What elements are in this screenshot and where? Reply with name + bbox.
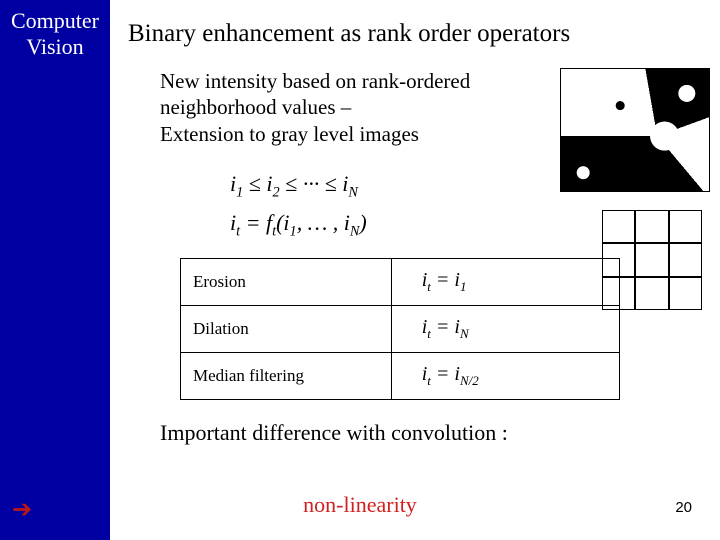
op-label: Median filtering <box>181 353 392 400</box>
sidebar-title-line1: Computer <box>11 8 99 33</box>
sidebar: Computer Vision ➔ <box>0 0 110 540</box>
intro-line3: Extension to gray level images <box>160 122 419 146</box>
binary-image-example <box>560 68 710 192</box>
grid-cell <box>669 243 702 276</box>
table-row: Erosion it = i1 <box>181 259 620 306</box>
grid-cell <box>669 277 702 310</box>
intro-line2: neighborhood values – <box>160 95 351 119</box>
op-label: Erosion <box>181 259 392 306</box>
op-formula: it = iN <box>391 306 619 353</box>
grid-cell <box>669 210 702 243</box>
grid-cell <box>635 277 668 310</box>
main-content: Binary enhancement as rank order operato… <box>110 0 720 540</box>
sidebar-title: Computer Vision <box>0 0 110 61</box>
op-formula: it = iN/2 <box>391 353 619 400</box>
grid-cell <box>602 210 635 243</box>
grid-cell <box>635 243 668 276</box>
slide-title: Binary enhancement as rank order operato… <box>110 0 720 48</box>
footer-text: Important difference with convolution : <box>110 400 720 446</box>
grid-cell <box>602 277 635 310</box>
intro-line1: New intensity based on rank-ordered <box>160 69 470 93</box>
table-row: Median filtering it = iN/2 <box>181 353 620 400</box>
grid-cell <box>602 243 635 276</box>
op-label: Dilation <box>181 306 392 353</box>
sidebar-title-line2: Vision <box>26 34 83 59</box>
neighborhood-grid-icon <box>602 210 702 310</box>
table-row: Dilation it = iN <box>181 306 620 353</box>
nonlinearity-text: non-linearity <box>0 492 720 518</box>
operations-table: Erosion it = i1 Dilation it = iN Median … <box>180 258 620 400</box>
grid-cell <box>635 210 668 243</box>
op-formula: it = i1 <box>391 259 619 306</box>
page-number: 20 <box>675 499 692 516</box>
